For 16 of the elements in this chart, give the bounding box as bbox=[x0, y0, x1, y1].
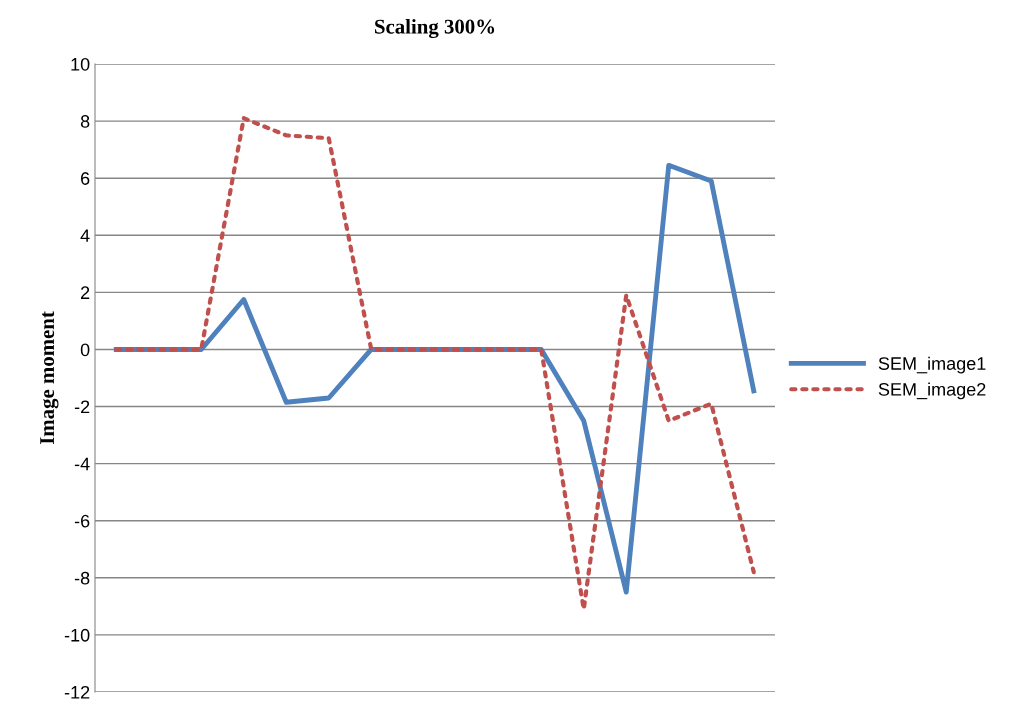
y-tick-label: 6 bbox=[81, 172, 90, 185]
y-tick-label: -4 bbox=[74, 457, 90, 471]
y-tick-label: -12 bbox=[64, 685, 90, 699]
y-tick-label: 10 bbox=[71, 57, 90, 71]
chart-title: Scaling 300% bbox=[375, 18, 495, 39]
y-tick-label: 2 bbox=[81, 286, 90, 299]
y-tick-label: -2 bbox=[74, 400, 90, 414]
y-tick-label: 0 bbox=[80, 343, 90, 357]
y-tick-label: -6 bbox=[74, 514, 90, 528]
y-tick-label: 8 bbox=[80, 115, 90, 128]
y-tick-label: 4 bbox=[80, 229, 90, 242]
y-axis-title: Image moment bbox=[40, 311, 59, 445]
y-tick-label: -10 bbox=[64, 628, 90, 642]
y-tick-label: -8 bbox=[74, 571, 90, 585]
legend-label: SEM_image2 bbox=[878, 382, 986, 400]
legend-label: SEM_image1 bbox=[878, 356, 986, 374]
